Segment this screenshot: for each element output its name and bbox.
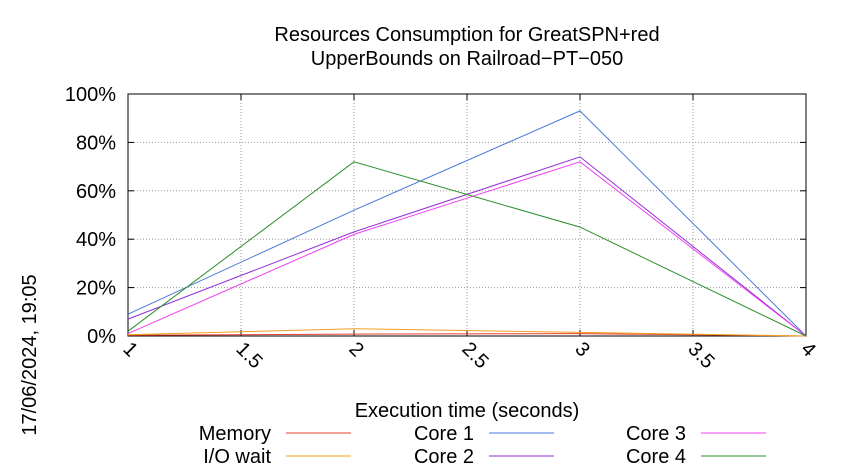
legend-label: Core 1 — [414, 423, 474, 445]
timestamp-label: 17/06/2024, 19:05 — [19, 274, 41, 435]
legend-label: Core 3 — [626, 423, 686, 445]
legend-label: Core 2 — [414, 446, 474, 468]
x-tick-label: 2 — [344, 338, 367, 361]
legend-label: Memory — [199, 423, 271, 445]
series-line-memory — [127, 333, 807, 337]
chart-title-line-2: UpperBounds on Railroad−PT−050 — [311, 48, 623, 70]
series-line-core-3 — [127, 161, 807, 337]
x-tick-label: 4 — [796, 338, 819, 361]
series-line-core-1 — [127, 110, 807, 337]
x-tick-label: 3 — [570, 338, 593, 361]
legend-label: I/O wait — [203, 446, 271, 468]
legend-label: Core 4 — [626, 446, 686, 468]
x-tick-label: 1 — [118, 338, 141, 361]
y-tick-label: 60% — [76, 181, 116, 203]
series-line-core-2 — [127, 156, 807, 337]
x-tick-label: 1.5 — [231, 338, 266, 373]
y-tick-label: 40% — [76, 229, 116, 251]
y-tick-label: 0% — [87, 326, 116, 348]
x-tick-label: 2.5 — [457, 338, 492, 373]
x-axis-label: Execution time (seconds) — [355, 400, 580, 422]
y-tick-label: 100% — [65, 84, 116, 106]
y-tick-label: 20% — [76, 278, 116, 300]
series-line-core-4 — [127, 161, 807, 337]
series-line-i-o-wait — [127, 328, 807, 337]
plot-area: 0% 20% 40% 60% 80% 100% 1 1.5 2 2.5 3 3.5 4 — [65, 84, 820, 373]
x-tick-label: 3.5 — [683, 338, 718, 373]
chart-title-line-1: Resources Consumption for GreatSPN+red — [274, 24, 659, 46]
y-tick-label: 80% — [76, 132, 116, 154]
